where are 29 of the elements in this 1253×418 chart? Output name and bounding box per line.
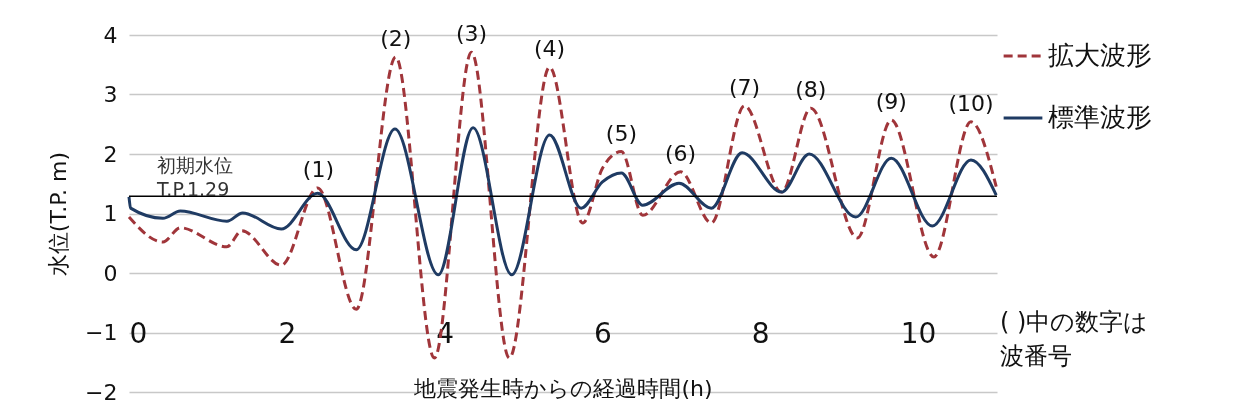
annotation: (4) <box>534 36 566 62</box>
x-tick-label: 8 <box>751 317 770 350</box>
annotation: (7) <box>728 74 761 100</box>
annotation: (10) <box>948 90 994 116</box>
ref-line-label: 初期水位 T.P.1.29 <box>156 154 233 201</box>
x-tick-label: 0 <box>129 317 148 350</box>
annotation: (3) <box>455 21 488 47</box>
text: ( )中の数字は波番号 <box>1000 307 1150 372</box>
annotation: (9) <box>875 89 907 115</box>
annotation: (2) <box>380 26 412 52</box>
y-tick-label: −2 <box>85 379 118 405</box>
x-tick-label: 6 <box>594 317 612 350</box>
y-tick-label: −1 <box>85 320 118 345</box>
y-axis-title: 水位(T.P. m) <box>46 151 72 277</box>
x-tick-label: 10 <box>900 317 937 350</box>
annotation: (1) <box>302 156 334 182</box>
annotation: (6) <box>664 140 697 166</box>
line-series <box>127 126 998 277</box>
y-tick-label: 2 <box>103 141 118 167</box>
y-tick-label: 3 <box>103 82 118 107</box>
y-tick-label: 1 <box>103 201 118 226</box>
x-axis-title: 地震発生時からの経過時間(h) <box>413 376 713 401</box>
annotation: (5) <box>605 120 637 146</box>
x-tick-label: 2 <box>278 317 297 350</box>
annotation: (8) <box>795 77 827 103</box>
y-tick-label: 0 <box>103 260 118 286</box>
legend-label: 拡大波形 <box>1048 40 1152 70</box>
legend-label: 標準波形 <box>1048 102 1152 132</box>
y-tick-label: 4 <box>103 22 118 48</box>
